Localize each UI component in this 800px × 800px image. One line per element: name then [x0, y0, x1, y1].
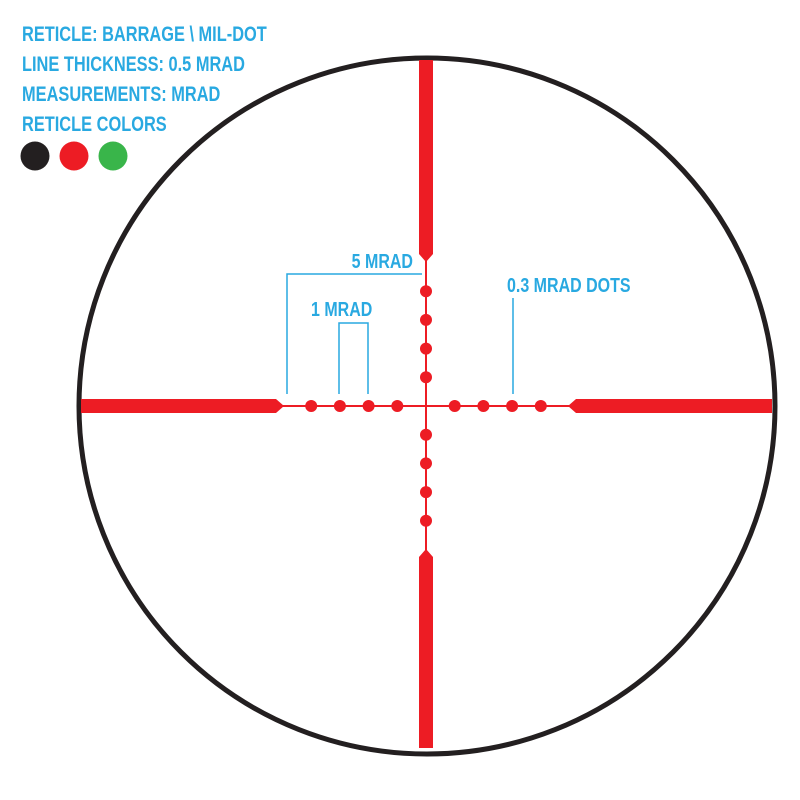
- mil-dot-top: [420, 371, 432, 384]
- spec-reticle: RETICLE: BARRAGE \ MIL-DOT: [22, 23, 267, 46]
- mil-dot-left: [362, 400, 375, 412]
- mil-dot-bottom: [420, 457, 432, 470]
- mil-dot-top: [420, 342, 432, 355]
- mil-dot-top: [420, 285, 432, 298]
- mil-dot-right: [448, 400, 461, 412]
- dots-label: 0.3 MRAD DOTS: [507, 274, 631, 296]
- mil-dot-top: [420, 313, 432, 326]
- thin-crosshair-vertical: [425, 258, 427, 550]
- five-mrad-bracket: [286, 273, 422, 394]
- mil-dot-bottom: [420, 428, 432, 441]
- mil-dot-bottom: [420, 486, 432, 499]
- color-swatch-black: [20, 141, 50, 171]
- scope-ring: [76, 55, 778, 757]
- one-mrad-bracket: [338, 322, 369, 394]
- thick-post-right: [568, 399, 772, 413]
- mil-dot-right: [534, 400, 547, 412]
- mil-dot-right: [477, 400, 490, 412]
- thick-post-top: [419, 60, 433, 262]
- five-mrad-label: 5 MRAD: [352, 250, 413, 272]
- mil-dot-left: [391, 400, 404, 412]
- one-mrad-label: 1 MRAD: [311, 298, 372, 320]
- mil-dot-left: [333, 400, 346, 412]
- mil-dot-bottom: [420, 514, 432, 527]
- thick-post-bottom: [419, 549, 433, 748]
- spec-line-thickness: LINE THICKNESS: 0.5 MRAD: [22, 53, 245, 76]
- mil-dot-left: [305, 400, 318, 412]
- thick-post-left: [81, 399, 284, 413]
- color-swatch-red: [59, 141, 89, 171]
- spec-measurements: MEASUREMENTS: MRAD: [22, 83, 221, 106]
- spec-colors-label: RETICLE COLORS: [22, 113, 167, 136]
- mil-dot-right: [506, 400, 519, 412]
- color-swatch-green: [98, 141, 128, 171]
